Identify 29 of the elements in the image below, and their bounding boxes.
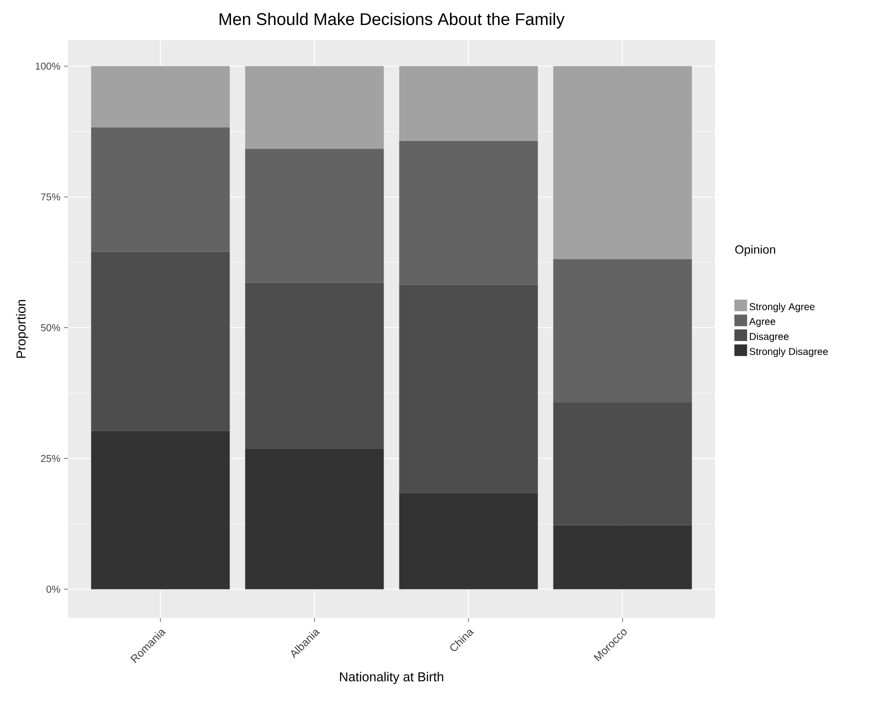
bar (91, 66, 230, 128)
y-tick-label: 25% (41, 454, 60, 462)
legend-label: Strongly Agree (750, 302, 815, 312)
chart-title: Men Should Make Decisions About the Family (220, 12, 565, 28)
bar (399, 66, 538, 141)
bar (553, 66, 692, 260)
y-tick-label: 100% (36, 62, 60, 70)
y-tick-label: 75% (41, 193, 60, 200)
legend-label: Agree (749, 318, 776, 327)
bar (245, 148, 384, 283)
legend-label: Strongly Disagree (750, 348, 828, 357)
y-axis-title: Proportion (16, 300, 28, 358)
bar (245, 449, 384, 590)
bar (399, 494, 538, 590)
legend-title: Opinion (735, 244, 776, 256)
bar (553, 402, 692, 526)
bar (91, 127, 230, 252)
y-tick-label: 50% (40, 324, 60, 332)
bar (91, 430, 230, 590)
bar (399, 284, 538, 494)
bar (553, 259, 692, 402)
y-tick-label: 0% (46, 586, 60, 593)
legend-label: Disagree (750, 332, 789, 342)
bar (91, 252, 230, 431)
bar (399, 140, 538, 285)
bar (245, 66, 384, 149)
x-axis-title: Nationality at Birth (340, 672, 444, 684)
bar (245, 282, 384, 450)
bar (553, 525, 692, 590)
